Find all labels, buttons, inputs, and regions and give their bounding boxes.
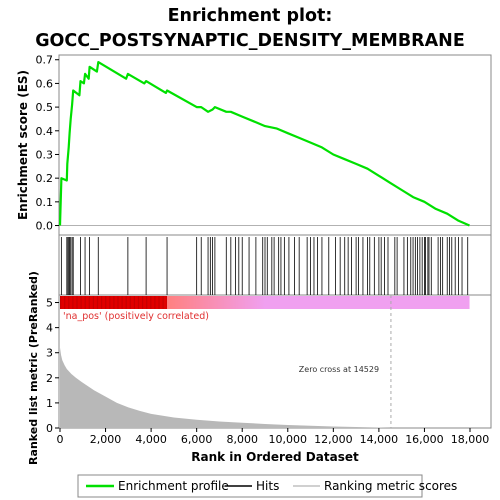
- ranked-metric-area: [60, 347, 470, 428]
- metric-y-tick-label: 2: [46, 372, 53, 385]
- hit-marks: [60, 237, 469, 295]
- color-bar-stripe: [154, 296, 156, 309]
- es-y-tick-label: 0.6: [36, 77, 54, 90]
- color-bar-transition-segment: [167, 296, 265, 309]
- es-line: [58, 60, 470, 227]
- metric-y-tick-label: 4: [46, 322, 53, 335]
- x-tick-label: 10,000: [269, 433, 308, 446]
- es-y-tick-label: 0.7: [36, 54, 54, 67]
- chart-title-line-1: Enrichment plot:: [168, 6, 333, 26]
- color-bar-stripe: [88, 296, 90, 309]
- es-y-tick-label: 0.2: [36, 172, 54, 185]
- positive-correlation-label: 'na_pos' (positively correlated): [63, 311, 209, 322]
- color-bar-stripe: [158, 296, 160, 309]
- legend-label-hits: Hits: [256, 479, 279, 493]
- color-bar-stripe: [68, 296, 70, 309]
- x-tick-label: 16,000: [405, 433, 444, 446]
- legend-label-ranking-metric-scores: Ranking metric scores: [324, 479, 457, 493]
- color-bar-negative-segment: [265, 296, 470, 309]
- color-bar-stripe: [64, 296, 66, 309]
- hits-panel-frame: [58, 234, 492, 296]
- color-bar-stripe: [150, 296, 152, 309]
- x-tick-label: 4,000: [135, 433, 167, 446]
- x-axis: 0 2,000 4,000 6,000 8,000 10,000 12,000 14,000 1…: [57, 428, 490, 446]
- es-line-group: [58, 60, 470, 227]
- metric-y-axis-title: Ranked list metric (PreRanked): [27, 271, 40, 465]
- chart-title-line-2: GOCC_POSTSYNAPTIC_DENSITY_MEMBRANE: [35, 31, 465, 51]
- x-tick-label: 12,000: [314, 433, 353, 446]
- color-bar-stripe: [121, 296, 123, 309]
- zero-cross-annotation: Zero cross at 14529: [299, 365, 379, 374]
- es-y-axis: 0.0 0.1 0.2 0.3 0.4 0.5 0.6 0.7: [36, 54, 59, 233]
- metric-panel-frame: [58, 294, 492, 429]
- x-tick-label: 8,000: [226, 433, 258, 446]
- color-bar-stripe: [101, 296, 103, 309]
- color-bar-stripe: [105, 296, 107, 309]
- x-tick-label: 0: [57, 433, 64, 446]
- metric-y-tick-label: 3: [46, 347, 53, 360]
- es-y-axis-title: Enrichment score (ES): [16, 70, 30, 220]
- legend: Enrichment profile Hits Ranking metric s…: [77, 474, 457, 498]
- color-bar-stripe: [92, 296, 94, 309]
- color-bar-stripe: [125, 296, 127, 309]
- color-bar-stripe: [109, 296, 111, 309]
- es-panel-frame: [58, 54, 492, 236]
- es-y-tick-label: 0.1: [36, 196, 54, 209]
- es-y-tick-label: 0.0: [36, 220, 54, 233]
- color-bar-stripe: [117, 296, 119, 309]
- color-bar-stripe: [113, 296, 115, 309]
- x-tick-label: 18,000: [451, 433, 490, 446]
- x-tick-label: 2,000: [90, 433, 122, 446]
- color-bar-stripe: [137, 296, 140, 309]
- es-y-tick-label: 0.3: [36, 148, 54, 161]
- es-y-tick-label: 0.4: [36, 125, 54, 138]
- metric-y-tick-label: 0: [46, 422, 53, 435]
- rank-color-bar: [60, 296, 470, 309]
- x-tick-label: 6,000: [181, 433, 213, 446]
- metric-y-axis: 0 1 2 3 4 5: [46, 297, 59, 435]
- x-tick-label: 14,000: [360, 433, 399, 446]
- legend-label-enrichment-profile: Enrichment profile: [118, 479, 229, 493]
- color-bar-stripe: [133, 296, 135, 309]
- color-bar-stripe: [162, 296, 164, 309]
- color-bar-stripe: [72, 296, 74, 309]
- color-bar-stripe: [129, 296, 131, 309]
- color-bar-stripe: [60, 296, 62, 309]
- x-axis-title: Rank in Ordered Dataset: [191, 450, 359, 464]
- ranked-metric-area-group: [60, 295, 470, 428]
- color-bar-stripe: [96, 296, 99, 309]
- metric-y-tick-label: 5: [46, 297, 53, 310]
- metric-y-tick-label: 1: [46, 397, 53, 410]
- es-y-tick-label: 0.5: [36, 101, 54, 114]
- color-bar-stripe: [84, 296, 86, 309]
- color-bar-stripe: [142, 296, 144, 309]
- color-bar-stripe: [76, 296, 78, 309]
- color-bar-stripe: [80, 296, 82, 309]
- color-bar-stripe: [146, 296, 148, 309]
